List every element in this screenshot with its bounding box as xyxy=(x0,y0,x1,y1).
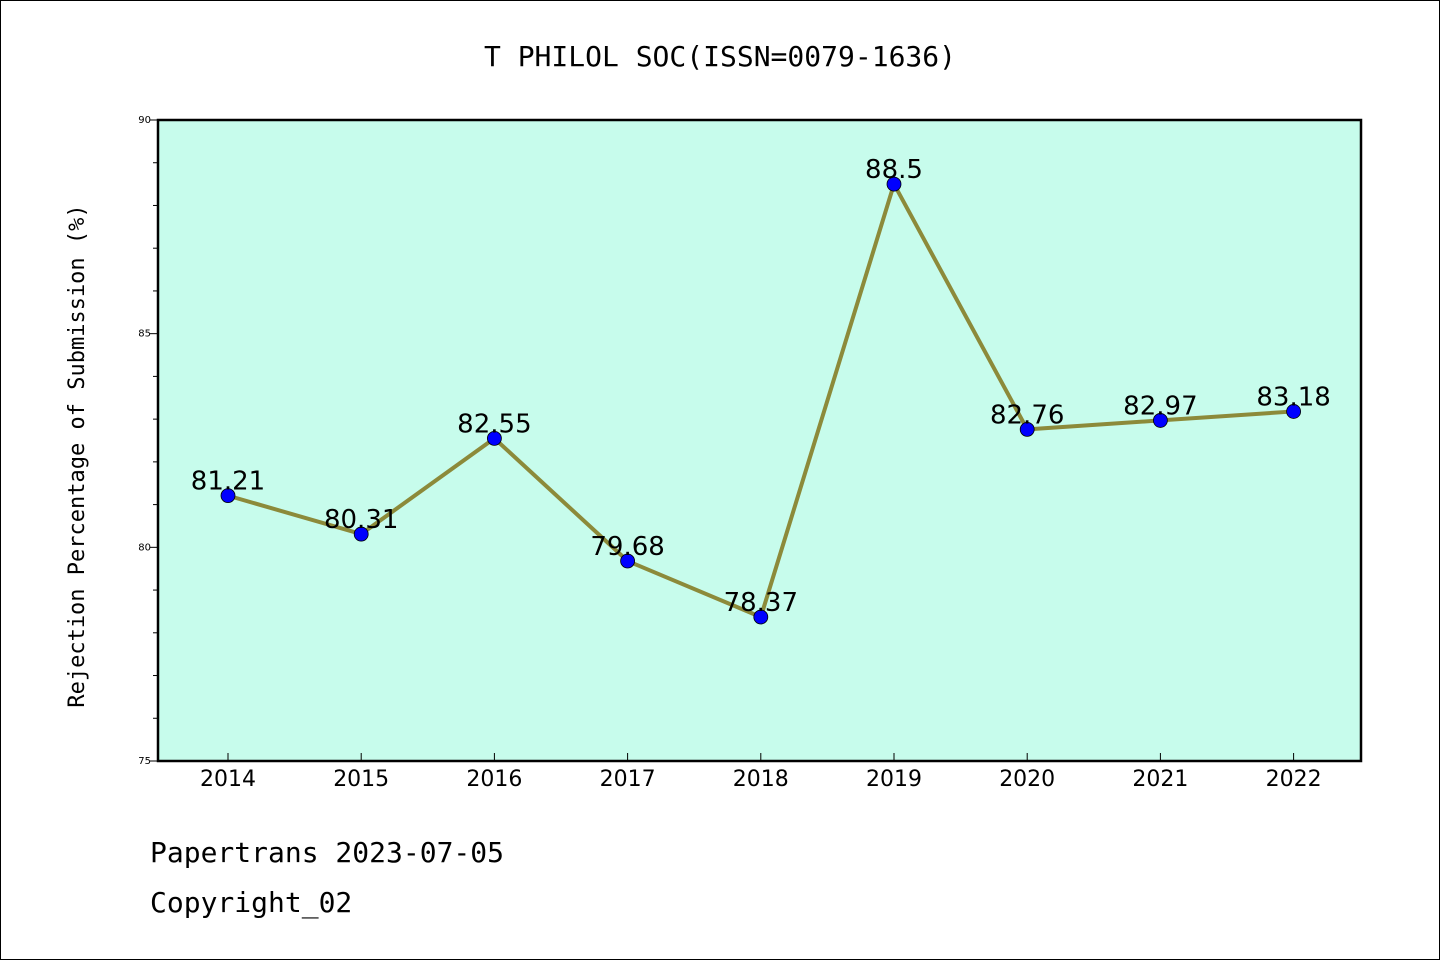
data-point xyxy=(220,488,236,504)
data-labels: 81.21 80.31 82.55 79.68 78.37 88.5 82.76 82.97 8… xyxy=(191,155,1331,618)
footer-copyright: Copyright_02 xyxy=(150,886,353,919)
data-label: 78.37 xyxy=(724,588,798,618)
x-tick-label: 2018 xyxy=(733,767,789,792)
data-point xyxy=(1019,421,1035,437)
y-tick-label: 85 xyxy=(138,329,151,340)
x-tick-label: 2021 xyxy=(1132,767,1188,792)
x-tick-label: 2020 xyxy=(999,767,1055,792)
y-tick-label: 80 xyxy=(138,542,151,553)
data-label: 83.18 xyxy=(1256,382,1330,412)
plot-border xyxy=(156,118,1363,763)
y-axis-label: Rejection Percentage of Submission (%) xyxy=(65,204,90,707)
plot-area xyxy=(158,120,1361,761)
y-tick-label: 75 xyxy=(138,756,151,767)
x-tick-label: 2022 xyxy=(1266,767,1322,792)
data-point xyxy=(486,430,502,446)
x-axis: 2014 2015 2016 2017 2018 2019 2020 2021 2022 xyxy=(200,753,1322,792)
x-tick-label: 2019 xyxy=(866,767,922,792)
x-tick-label: 2017 xyxy=(600,767,656,792)
data-point xyxy=(1153,413,1168,428)
y-axis: 75 80 85 90 xyxy=(138,115,158,767)
x-tick-label: 2016 xyxy=(466,767,522,792)
data-point xyxy=(1286,404,1301,419)
data-label: 81.21 xyxy=(191,467,265,497)
x-tick-label: 2014 xyxy=(200,767,256,792)
data-label: 88.5 xyxy=(865,155,923,185)
data-label: 82.76 xyxy=(990,400,1064,430)
data-point xyxy=(620,553,635,569)
data-point xyxy=(353,526,369,542)
series-markers xyxy=(220,176,1301,625)
y-tick-label: 90 xyxy=(138,115,151,126)
x-tick-label: 2015 xyxy=(333,767,389,792)
data-label: 82.97 xyxy=(1123,391,1197,421)
data-label: 79.68 xyxy=(590,532,664,562)
data-point xyxy=(886,176,902,192)
data-point xyxy=(753,609,769,625)
data-label: 80.31 xyxy=(324,505,398,535)
chart-title: T PHILOL SOC(ISSN=0079-1636) xyxy=(484,40,956,73)
data-label: 82.55 xyxy=(457,409,531,439)
footer-date: Papertrans 2023-07-05 xyxy=(150,836,505,869)
